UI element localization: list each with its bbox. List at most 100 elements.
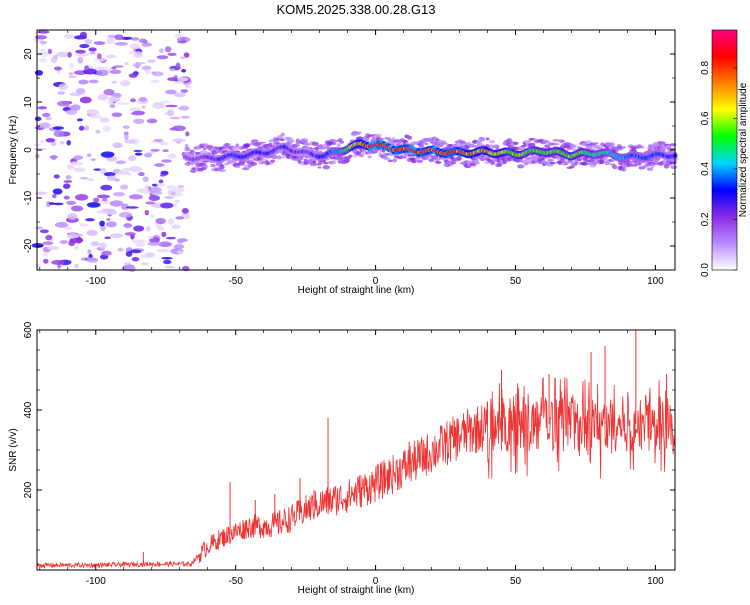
ridge-halo <box>235 143 240 148</box>
noise-speckle <box>45 116 52 121</box>
noise-speckle <box>131 256 140 262</box>
noise-speckle <box>66 232 80 239</box>
noise-speckle <box>160 202 174 209</box>
ridge-halo <box>406 135 413 139</box>
ridge-halo <box>429 138 434 144</box>
ridge-halo <box>553 142 560 146</box>
noise-speckle <box>70 104 81 111</box>
noise-speckle <box>123 262 132 266</box>
noise-speckle <box>47 245 60 251</box>
snr-panel: -100 -50 0 50 100 200 400 600 Height of straig… <box>8 321 676 596</box>
noise-speckle <box>177 40 187 44</box>
ridge-halo <box>293 143 301 147</box>
noise-speckle <box>129 249 142 254</box>
noise-speckle <box>174 200 181 203</box>
ridge-halo <box>264 160 269 164</box>
ridge-halo <box>608 142 615 147</box>
noise-speckle <box>90 158 96 161</box>
ridge-halo <box>530 142 536 146</box>
ridge-halo <box>268 142 273 147</box>
noise-speckle <box>50 57 58 64</box>
noise-speckle <box>169 116 181 120</box>
ridge-halo <box>285 137 294 141</box>
ridge-halo <box>626 163 631 167</box>
ridge-halo <box>261 160 266 165</box>
snr-y-ticks: 200 400 600 <box>23 321 675 551</box>
noise-speckle <box>180 89 188 93</box>
noise-speckle <box>171 224 181 229</box>
noise-speckle <box>52 202 64 206</box>
ridge-halo <box>354 131 362 134</box>
ridge-halo <box>440 142 448 145</box>
ridge-halo <box>391 137 396 141</box>
noise-speckle <box>184 85 191 89</box>
ridge-halo <box>524 140 532 144</box>
noise-speckle <box>89 52 96 55</box>
ridge-halo <box>398 155 405 159</box>
noise-speckle <box>34 191 48 195</box>
noise-speckle <box>183 52 190 58</box>
noise-speckle <box>164 46 172 53</box>
ridge-halo <box>330 142 337 145</box>
noise-speckle <box>102 125 112 132</box>
ridge-halo <box>559 158 566 164</box>
noise-speckle <box>162 149 169 152</box>
ridge-halo <box>592 161 598 165</box>
noise-speckle <box>164 104 178 108</box>
ridge-halo <box>451 161 457 165</box>
noise-speckle <box>167 52 177 56</box>
noise-speckle <box>158 241 172 248</box>
ridge-halo <box>218 169 226 173</box>
noise-speckle <box>111 112 123 117</box>
noise-speckle <box>148 186 162 193</box>
snr-background <box>37 330 675 570</box>
noise-speckle <box>167 218 175 225</box>
noise-speckle <box>37 30 50 34</box>
noise-speckle <box>94 66 108 71</box>
noise-speckle <box>88 47 97 52</box>
snr-y-label: SNR (v/v) <box>8 428 19 471</box>
noise-speckle <box>150 214 156 218</box>
colorbar-tick-label: 0.8 <box>700 61 711 75</box>
ridge-halo <box>574 160 579 165</box>
noise-speckle <box>45 234 53 241</box>
noise-speckle <box>169 68 176 72</box>
noise-speckle <box>33 147 46 151</box>
noise-speckle <box>128 166 143 172</box>
noise-speckle <box>129 265 136 273</box>
noise-speckle <box>58 83 69 91</box>
noise-speckle <box>129 194 143 200</box>
colorbar-ticks: 0.0 0.2 0.4 0.6 0.8 <box>700 61 737 277</box>
noise-speckle <box>52 193 57 199</box>
noise-speckle <box>134 152 143 156</box>
noise-speckle <box>86 153 92 158</box>
spectrogram-y-tick-label: 0 <box>23 147 34 153</box>
noise-speckle <box>138 97 147 102</box>
spectrogram-x-tick-label: 50 <box>510 276 522 287</box>
noise-speckle <box>115 160 127 165</box>
noise-speckle <box>101 250 112 256</box>
noise-speckle <box>112 142 123 149</box>
noise-speckle <box>95 129 101 134</box>
noise-speckle <box>80 176 89 180</box>
ridge-halo <box>581 162 589 166</box>
spectrogram-y-tick-label: -10 <box>23 190 34 205</box>
noise-speckle <box>133 149 143 153</box>
spectrogram-x-label: Height of straight line (km) <box>298 285 415 296</box>
snr-x-tick-label: -100 <box>86 576 106 587</box>
noise-speckle <box>96 194 111 199</box>
snr-x-ticks: -100 -50 0 50 100 <box>39 330 664 587</box>
noise-speckle <box>109 200 124 207</box>
noise-speckle <box>51 155 56 161</box>
noise-speckle <box>144 209 150 216</box>
noise-speckle <box>88 109 100 117</box>
noise-speckle <box>116 102 131 106</box>
noise-speckle <box>125 251 133 257</box>
snr-spikes <box>142 330 668 565</box>
noise-speckle <box>73 167 86 172</box>
ridge-halo <box>648 144 653 148</box>
noise-speckle <box>177 77 189 82</box>
noise-speckle <box>84 65 90 71</box>
ridge-halo <box>456 156 462 161</box>
ridge-halo <box>528 159 532 165</box>
